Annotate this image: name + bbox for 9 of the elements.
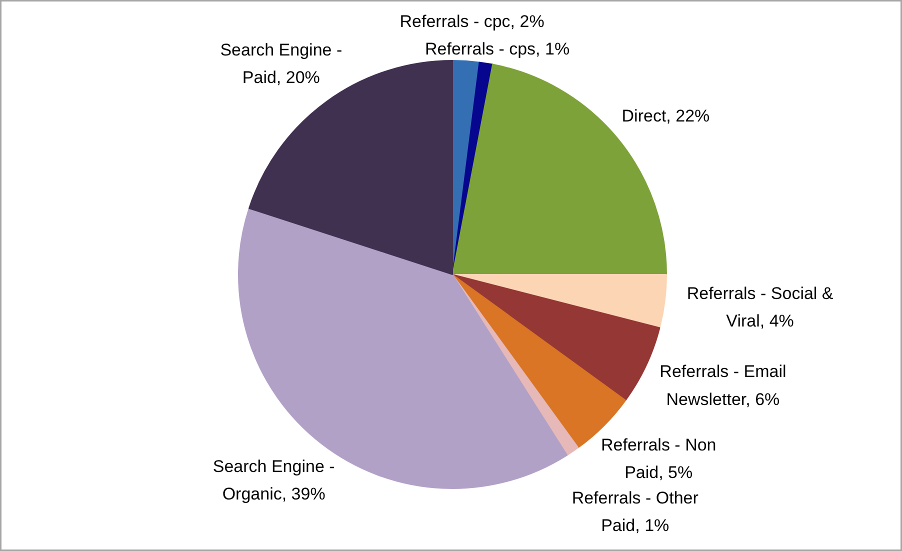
slice-label: Referrals - cpc, 2% <box>400 12 544 32</box>
slice-label: Search Engine - Organic, 39% <box>212 457 335 504</box>
slice-label: Search Engine - Paid, 20% <box>220 40 342 87</box>
slice-label: Referrals - Non Paid, 5% <box>600 436 716 482</box>
slice-label: Direct, 22% <box>622 106 710 126</box>
slice-label: Referrals - Other Paid, 1% <box>572 488 699 535</box>
slice-label: Referrals - Social & Viral, 4% <box>686 284 834 330</box>
slice-label: Referrals - Email Newsletter, 6% <box>660 362 786 409</box>
slice-label: Referrals - cps, 1% <box>425 39 570 58</box>
